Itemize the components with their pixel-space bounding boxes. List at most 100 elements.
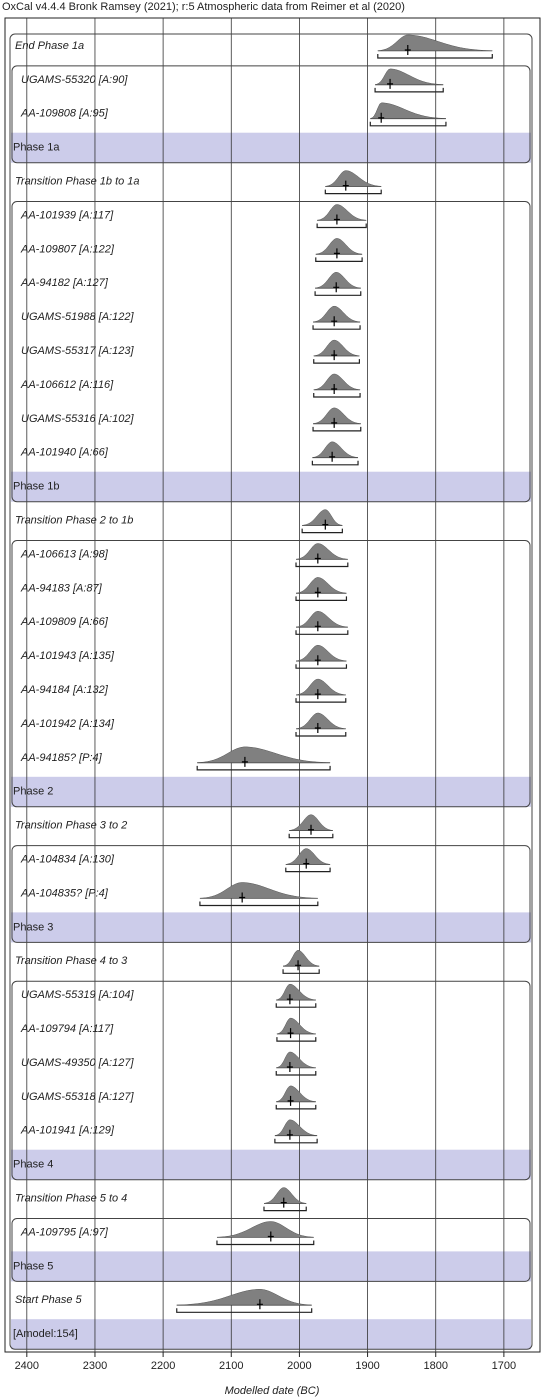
phase-label: [Amodel:154] (13, 1328, 78, 1340)
posterior (295, 611, 348, 628)
mean-marker (241, 756, 248, 767)
posterior (377, 34, 493, 51)
chart-title: OxCal v4.4.4 Bronk Ramsey (2021); r:5 At… (2, 1, 405, 13)
range-bar (199, 901, 319, 907)
range-bar (369, 121, 447, 127)
mean-marker (256, 1299, 263, 1310)
mean-marker (331, 316, 338, 327)
date-label: AA-101941 [A:129] (20, 1125, 115, 1137)
range-bar (263, 1206, 307, 1212)
range-bar (285, 867, 331, 873)
mean-marker (322, 519, 329, 530)
posterior (295, 678, 346, 696)
phase-label: Phase 1b (13, 481, 59, 493)
phase-box (11, 980, 531, 1181)
range-bar (301, 528, 343, 534)
posterior (274, 1119, 318, 1136)
rows: End Phase 1a UGAMS-55320 [A:90] AA-109808 … (9, 33, 533, 1350)
posterior (276, 1017, 316, 1035)
mean-marker (342, 180, 349, 191)
mean-marker (333, 248, 340, 259)
mean-marker (314, 655, 321, 666)
date-label: AA-109808 [A:95] (20, 108, 109, 120)
posterior (295, 644, 347, 662)
phase-label: Phase 1a (13, 142, 60, 154)
date-label: UGAMS-55317 [A:123] (21, 345, 134, 357)
phase-box (11, 845, 531, 943)
posterior (197, 746, 331, 763)
range-bar (314, 291, 362, 296)
x-tick-label: 2100 (219, 1360, 243, 1372)
boundary-label: Transition Phase 5 to 4 (15, 1193, 127, 1205)
date-label: UGAMS-55318 [A:127] (21, 1091, 134, 1103)
boundary-label: Start Phase 5 (15, 1294, 83, 1306)
range-bar (313, 393, 361, 398)
range-bar (196, 765, 331, 771)
mean-marker (331, 384, 338, 394)
range-bar (276, 1037, 317, 1042)
range-bar (295, 630, 349, 635)
mean-marker (303, 858, 310, 869)
boundary-label: Transition Phase 3 to 2 (15, 820, 127, 832)
background (11, 132, 531, 1350)
mean-marker (295, 960, 302, 971)
posterior (176, 1289, 312, 1306)
date-label: AA-109807 [A:122] (20, 243, 115, 255)
boundary-label: Transition Phase 1b to 1a (15, 176, 140, 188)
phase-band (11, 1149, 531, 1180)
range-bar (312, 325, 361, 330)
phase-label: Phase 5 (13, 1260, 53, 1272)
mean-marker (314, 621, 321, 632)
phase-band (11, 1251, 531, 1282)
posterior (313, 339, 360, 357)
boundary-label: End Phase 1a (15, 40, 84, 52)
posterior (295, 543, 348, 560)
date-label: UGAMS-55319 [A:104] (21, 989, 134, 1001)
phase-band (11, 471, 531, 502)
mean-marker (286, 1062, 293, 1072)
x-axis-label: Modelled date (BC) (225, 1385, 320, 1397)
posterior (325, 170, 382, 187)
posterior (276, 1085, 316, 1102)
plot-frame (4, 17, 541, 1353)
posterior (283, 950, 320, 967)
posterior (199, 882, 318, 899)
x-tick-label: 1900 (355, 1360, 379, 1372)
posterior (317, 204, 367, 221)
phase-band (11, 1319, 531, 1350)
phase-box (11, 65, 531, 164)
mean-marker (331, 417, 338, 428)
phase-box (11, 201, 531, 503)
x-tick-label: 2000 (287, 1360, 311, 1372)
phase-band (11, 912, 531, 943)
date-label: AA-109794 [A:117] (20, 1023, 114, 1035)
posterior (276, 983, 316, 1001)
range-bar (275, 1104, 317, 1110)
posterior (315, 238, 363, 255)
date-label: AA-94183 [A:87] (20, 582, 103, 594)
posterior (370, 102, 446, 119)
range-bar (288, 833, 334, 839)
range-bar (295, 664, 348, 669)
posterior (302, 509, 343, 526)
grid (26, 18, 505, 1352)
date-label: AA-94182 [A:127] (20, 277, 109, 289)
posterior (315, 272, 361, 289)
date-label: AA-101939 [A:117] (20, 209, 114, 221)
posterior (313, 305, 361, 323)
range-bar (275, 1003, 317, 1008)
x-tick-label: 2400 (15, 1360, 39, 1372)
boundary-label: Transition Phase 2 to 1b (15, 515, 133, 527)
posterior (263, 1187, 307, 1204)
phase-box (11, 1218, 531, 1282)
mean-marker (333, 214, 340, 225)
range-bar (324, 189, 382, 195)
range-bar (374, 87, 444, 93)
phase-label: Phase 4 (13, 1159, 53, 1171)
date-label: AA-101942 [A:134] (20, 718, 115, 730)
range-bar (311, 460, 359, 466)
mean-marker (308, 824, 315, 835)
mean-marker (286, 1129, 293, 1140)
date-label: AA-101943 [A:135] (20, 650, 115, 662)
